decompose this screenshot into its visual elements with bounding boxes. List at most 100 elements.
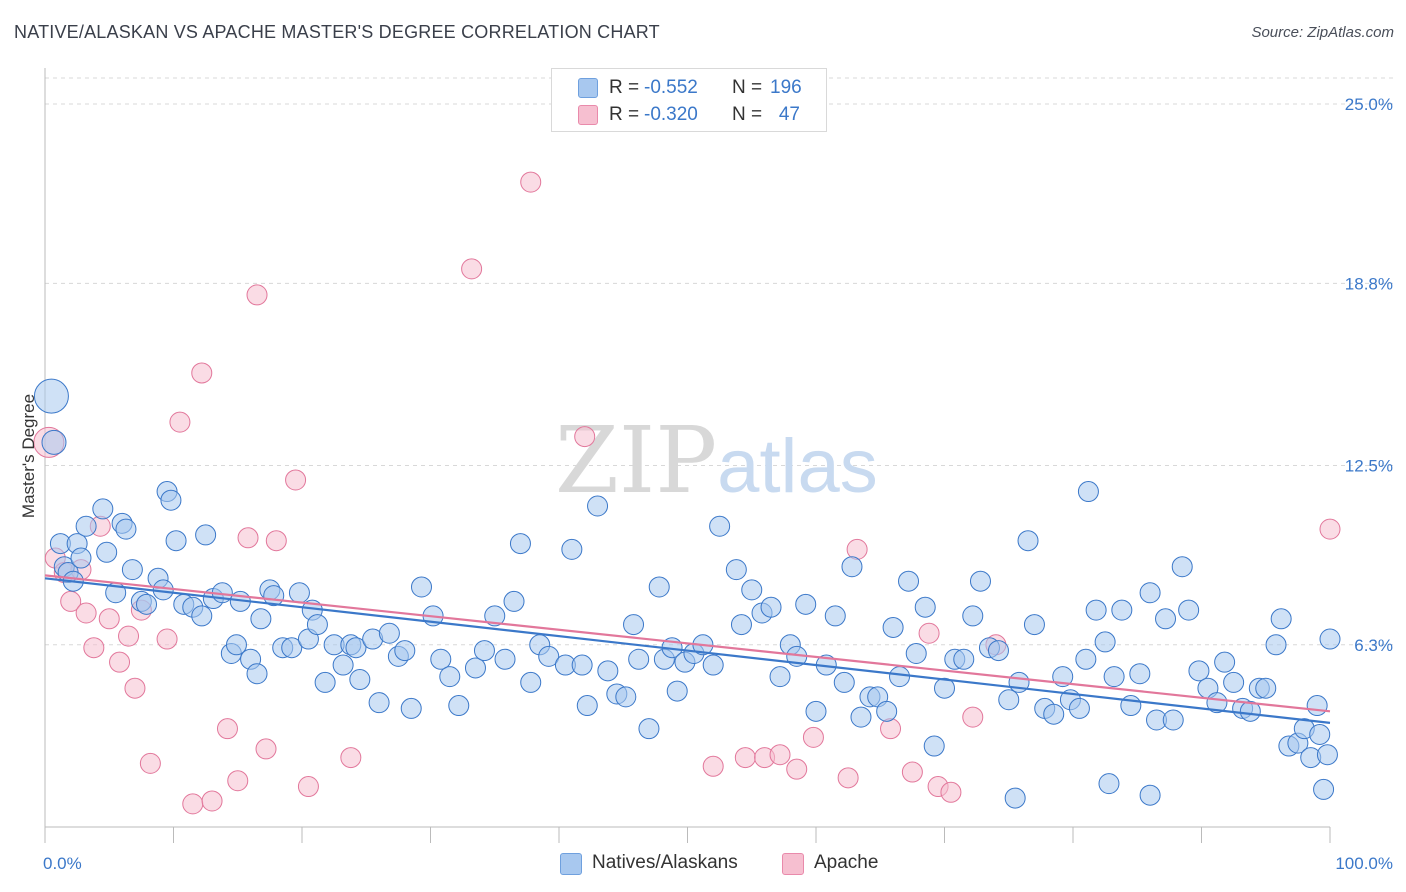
apache-point [769,744,791,766]
native-point [191,605,213,627]
native-point [1214,651,1236,673]
apache-point [139,752,161,774]
natives-trend-line [44,577,1331,724]
native-point [448,695,470,717]
native-point [33,378,69,414]
native-point [160,489,182,511]
apache-point [191,362,213,384]
native-point [1085,599,1107,621]
native-point [503,590,525,612]
native-point [824,605,846,627]
native-point [1270,608,1292,630]
apache-point [734,747,756,769]
legend-swatch-natives [560,853,582,875]
trend-lines [44,574,1331,724]
native-point [953,648,975,670]
native-point [115,518,137,540]
native-point [666,680,688,702]
native-point [725,559,747,581]
native-point [576,695,598,717]
apache-point [227,770,249,792]
native-point [760,596,782,618]
native-point [494,648,516,670]
native-point [795,593,817,615]
apache-point [702,755,724,777]
native-point [1068,697,1090,719]
apache-trend-line [44,574,1331,713]
apache-point [786,758,808,780]
legend-label-apache: Apache [814,852,879,873]
native-point [1004,787,1026,809]
native-point [1077,481,1099,503]
native-point [1223,671,1245,693]
apache-point [237,527,259,549]
native-point [246,663,268,685]
native-point [136,593,158,615]
legend-swatch-apache [782,853,804,875]
native-point [1155,608,1177,630]
native-point [882,616,904,638]
native-point [615,686,637,708]
native-points [33,378,1341,809]
native-point [876,700,898,722]
native-point [195,524,217,546]
y-tick-label: 12.5% [1345,457,1393,476]
apache-point [109,651,131,673]
native-point [914,596,936,618]
apache-point [75,602,97,624]
apache-point [246,284,268,306]
native-point [638,718,660,740]
r-label: R = [609,104,640,125]
native-point [1139,582,1161,604]
native-point [769,666,791,688]
apache-point [255,738,277,760]
chart-title: NATIVE/ALASKAN VS APACHE MASTER'S DEGREE… [14,22,660,42]
native-point [484,605,506,627]
native-point [41,429,67,455]
native-point [378,622,400,644]
native-point [439,666,461,688]
native-point [96,541,118,563]
apache-point [169,411,191,433]
y-tick-label: 18.8% [1345,274,1393,293]
native-point [349,669,371,691]
native-point [905,642,927,664]
apache-point [918,622,940,644]
apache-point [297,776,319,798]
native-point [1206,692,1228,714]
native-point [923,735,945,757]
native-point [75,515,97,537]
native-point [1239,700,1261,722]
native-point [250,608,272,630]
apache-point [901,761,923,783]
tick-labels: 6.3% 12.5% 18.8% 25.0% 0.0% 100.0% [43,95,1393,873]
native-point [1255,677,1277,699]
n-label: N = [732,104,763,125]
native-point [805,700,827,722]
apache-point [60,590,82,612]
native-point [833,671,855,693]
native-point [306,614,328,636]
native-point [850,706,872,728]
apache-point [520,171,542,193]
native-point [1171,556,1193,578]
native-point [121,559,143,581]
native-point [400,697,422,719]
native-point [288,582,310,604]
native-point [702,654,724,676]
apache-point [962,706,984,728]
natives-swatch [578,78,598,98]
apache-point [83,637,105,659]
native-point [281,637,303,659]
apache-point [802,726,824,748]
native-point [741,579,763,601]
native-point [345,637,367,659]
native-point [394,640,416,662]
native-point [1313,778,1335,800]
n-value: 196 [770,77,802,98]
apache-point [98,608,120,630]
apache-point [461,258,483,280]
native-point [1075,648,1097,670]
native-point [1017,530,1039,552]
